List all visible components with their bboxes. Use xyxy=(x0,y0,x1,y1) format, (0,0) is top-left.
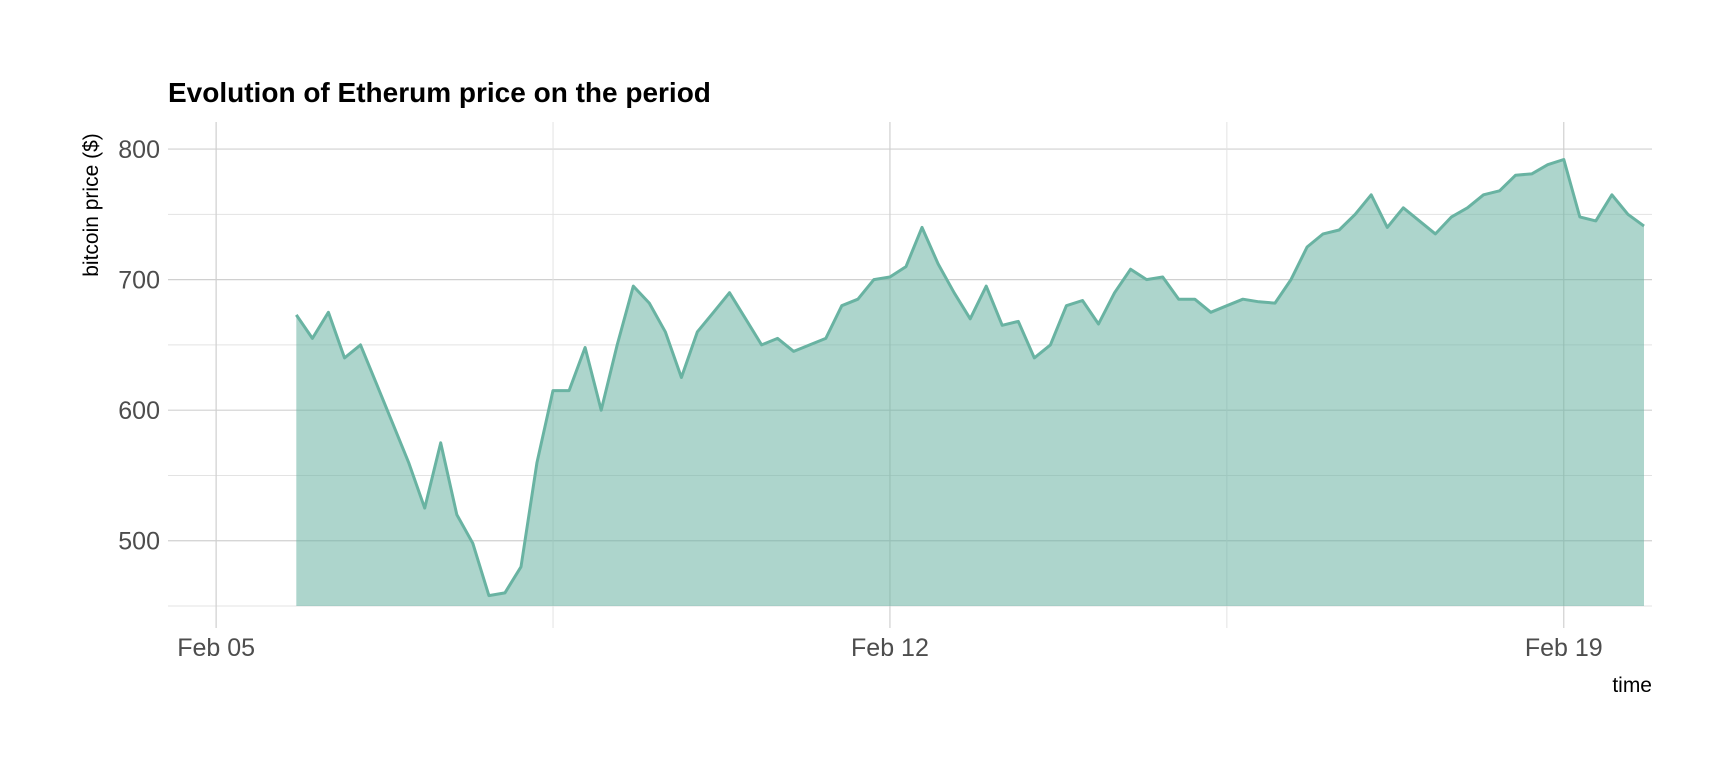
y-tick-label: 800 xyxy=(118,136,160,164)
y-axis-title: bitcoin price ($) xyxy=(80,133,103,277)
x-tick-label: Feb 12 xyxy=(851,634,929,662)
x-tick-label: Feb 19 xyxy=(1525,634,1603,662)
price-line xyxy=(295,158,1645,598)
x-axis-title: time xyxy=(1612,674,1652,697)
y-axis-ticks: 500 600 700 800 xyxy=(118,136,160,556)
price-area xyxy=(296,159,1644,606)
x-axis-ticks: Feb 05 Feb 12 Feb 19 xyxy=(177,634,1602,662)
y-tick-label: 600 xyxy=(118,397,160,425)
x-tick-label: Feb 05 xyxy=(177,634,255,662)
y-tick-label: 700 xyxy=(118,267,160,295)
area-layer xyxy=(295,158,1645,606)
chart-title: Evolution of Etherum price on the period xyxy=(168,77,711,108)
y-tick-label: 500 xyxy=(118,528,160,556)
